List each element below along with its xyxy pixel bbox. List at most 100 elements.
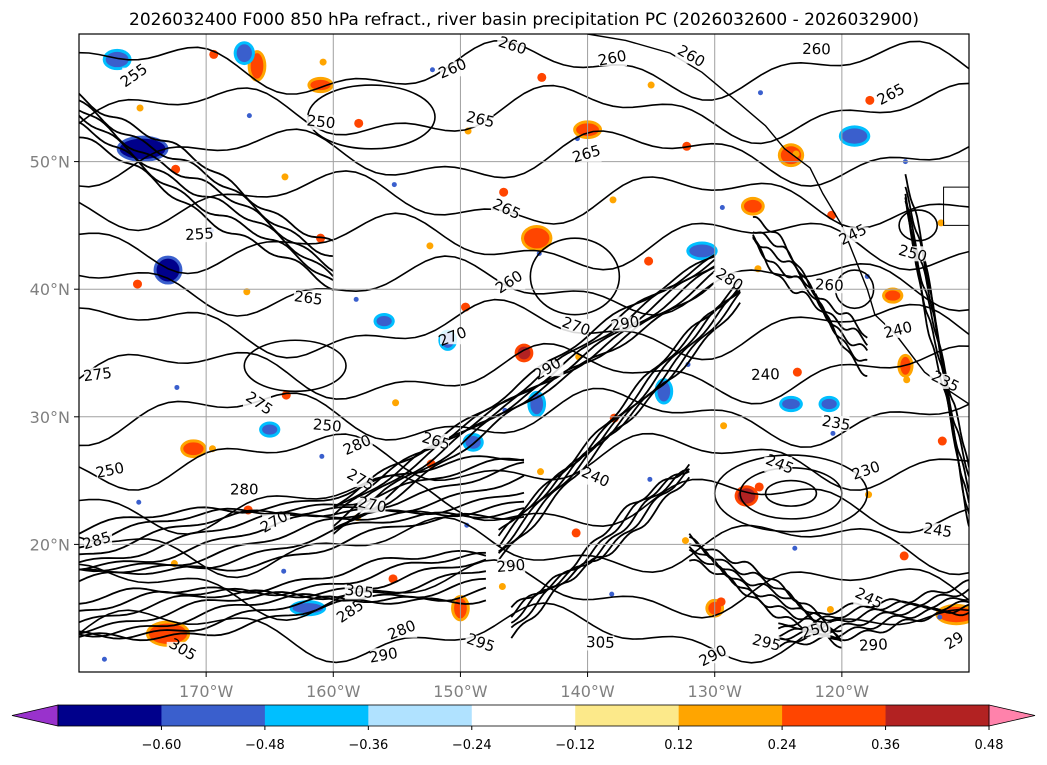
shading-speckle <box>353 296 359 302</box>
contour-label: 265 <box>293 287 324 309</box>
contour-line <box>497 291 741 554</box>
contour-line <box>79 455 525 535</box>
contour-label-bg <box>897 246 926 262</box>
shading-speckle <box>937 614 943 620</box>
contour-loop <box>243 339 347 393</box>
contour-label-bg <box>262 514 291 530</box>
contour-label-bg <box>599 51 627 67</box>
shading-speckle <box>937 436 947 446</box>
coastlines <box>587 34 969 405</box>
contour-line <box>510 470 690 618</box>
contour-label-bg <box>440 329 469 345</box>
colorbar-frame <box>57 704 990 727</box>
shading-speckle <box>720 422 728 430</box>
contour-label-bg <box>859 638 888 654</box>
colorbar-segment <box>678 705 783 726</box>
contour-loop <box>529 237 621 316</box>
contour-line <box>79 255 969 317</box>
shading-speckle <box>354 118 364 128</box>
precipitation-shading <box>101 41 969 662</box>
colorbar-tick-label: −0.48 <box>245 738 285 753</box>
contour-line <box>332 266 716 531</box>
colorbar-segment <box>782 705 887 726</box>
shading-speckle <box>391 182 397 188</box>
shading-speckle <box>174 384 180 390</box>
contour-label-bg <box>344 472 373 488</box>
contour-line <box>510 476 691 639</box>
contour-label-bg <box>166 641 195 657</box>
contour-label: 290 <box>368 644 399 667</box>
shading-speckle <box>388 574 398 584</box>
shading-speckle <box>499 187 509 197</box>
shading-speckle <box>136 499 142 505</box>
contour-label-bg <box>885 322 914 338</box>
contour-label: 260 <box>815 275 845 294</box>
shading-speckle <box>754 482 764 492</box>
shading-speckle <box>792 545 798 551</box>
contour-label-bg <box>713 271 742 287</box>
contour-label-bg <box>421 433 449 449</box>
graticule <box>79 34 969 672</box>
contour-label: 265 <box>464 107 496 131</box>
shading-blob-core <box>782 398 800 410</box>
colorbar-extend-high <box>988 704 1036 727</box>
contour-label-bg <box>586 635 615 651</box>
colorbar-segment <box>885 705 990 726</box>
contour-label-bg <box>611 316 640 332</box>
border-line <box>943 186 969 226</box>
contour-label: 290 <box>610 312 641 334</box>
contour-label-bg <box>293 290 322 306</box>
colorbar-extend-low <box>11 704 59 727</box>
shading-speckle <box>281 390 291 400</box>
contour-line <box>79 597 487 642</box>
contour-label: 250 <box>94 459 126 483</box>
contour-label-bg <box>700 648 729 664</box>
shading-speckle <box>426 242 434 250</box>
contour-label-bg <box>185 227 214 243</box>
contour-label: 260 <box>802 40 831 58</box>
colorbar-tick-label: 0.12 <box>664 738 693 753</box>
contour-line <box>79 432 969 491</box>
shading-blob-core <box>105 51 129 68</box>
shading-speckle <box>571 528 581 538</box>
shading-blob-core <box>236 44 252 63</box>
contour-line <box>332 255 716 508</box>
contour-line <box>777 610 969 649</box>
contour-label-bg <box>878 86 907 102</box>
shading-blob-core <box>821 398 837 410</box>
shading-speckle <box>647 476 653 482</box>
shading-blob-core <box>183 442 204 456</box>
contour-label-bg <box>357 497 386 513</box>
contour-label-bg <box>312 418 341 434</box>
shading-speckle <box>609 196 617 204</box>
contour-line <box>79 461 525 556</box>
shading-blob-core <box>376 315 392 327</box>
shading-speckle <box>243 288 251 296</box>
map-frame <box>78 33 970 673</box>
longitude-tick-label: 130°W <box>688 682 743 701</box>
shading-speckle <box>719 205 725 211</box>
contour-label: 305 <box>344 581 375 602</box>
latitude-ticks: 20°N 30°N 40°N 50°N <box>30 153 79 554</box>
shading-speckle <box>246 113 252 119</box>
contour-label-bg <box>942 632 969 648</box>
contour-label-bg <box>815 278 844 294</box>
latitude-tick-label: 20°N <box>30 535 70 554</box>
contour-label-bg <box>96 463 125 479</box>
contour-label: 235 <box>821 412 852 435</box>
contour-label-bg <box>579 469 608 485</box>
contour-line <box>79 170 969 232</box>
colorbar-segment <box>161 705 266 726</box>
colorbar: −0.60 −0.48 −0.36 −0.24 −0.12 0.12 0.24 0.36 0.4… <box>11 704 1036 753</box>
contour-line <box>498 279 741 531</box>
contour-label-bg <box>465 635 494 651</box>
shading-speckle <box>281 173 289 181</box>
contour-label-bg <box>306 114 335 130</box>
contour-label-bg <box>497 274 526 290</box>
longitude-tick-label: 150°W <box>433 682 488 701</box>
contour-label-bg <box>821 416 850 432</box>
shading-blob-core <box>841 128 868 144</box>
contour-line <box>79 342 969 405</box>
contour-label-bg <box>370 648 399 664</box>
